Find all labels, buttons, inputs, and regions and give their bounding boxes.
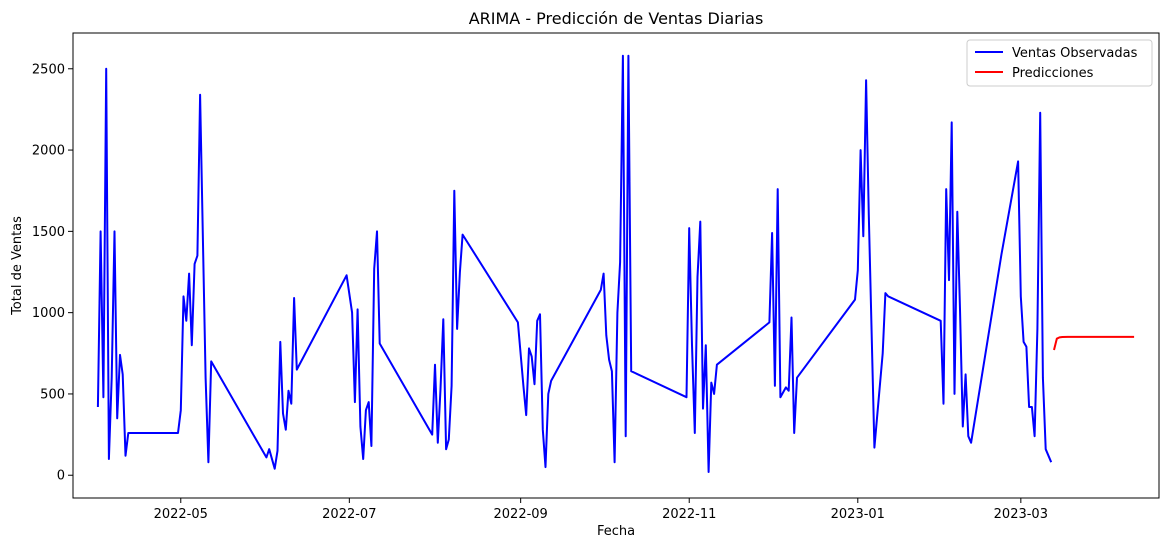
x-tick-label: 2022-09 — [494, 507, 548, 522]
plot-lines — [96, 54, 1135, 473]
y-axis: 0 500 1000 1500 2000 2500 — [32, 62, 73, 484]
x-tick-label: 2022-05 — [154, 507, 208, 522]
plot-area — [72, 32, 1160, 499]
x-axis-label: Fecha — [597, 524, 635, 539]
series-line-predicciones — [1053, 335, 1135, 351]
legend-box — [966, 39, 1153, 87]
x-tick-label: 2023-01 — [831, 507, 885, 522]
y-tick-label: 2500 — [32, 62, 65, 77]
legend-label-ventas-observadas: Ventas Observadas — [1012, 46, 1138, 61]
y-tick-label: 1500 — [32, 225, 65, 240]
series-line-ventas-observadas — [96, 54, 1053, 473]
x-tick-label: 2022-11 — [662, 507, 716, 522]
y-tick-label: 0 — [57, 469, 65, 484]
y-tick-label: 1000 — [32, 306, 65, 321]
x-tick-label: 2022-07 — [322, 507, 376, 522]
y-tick-label: 2000 — [32, 144, 65, 159]
legend: Ventas Observadas Predicciones — [966, 39, 1153, 87]
y-tick-label: 500 — [40, 387, 65, 402]
y-axis-label: Total de Ventas — [10, 216, 25, 316]
x-tick-label: 2023-03 — [994, 507, 1048, 522]
x-axis: 2022-05 2022-07 2022-09 2022-11 2023-01 2023-… — [154, 498, 1048, 522]
legend-label-predicciones: Predicciones — [1012, 66, 1094, 81]
chart-title: ARIMA - Predicción de Ventas Diarias — [469, 9, 764, 28]
